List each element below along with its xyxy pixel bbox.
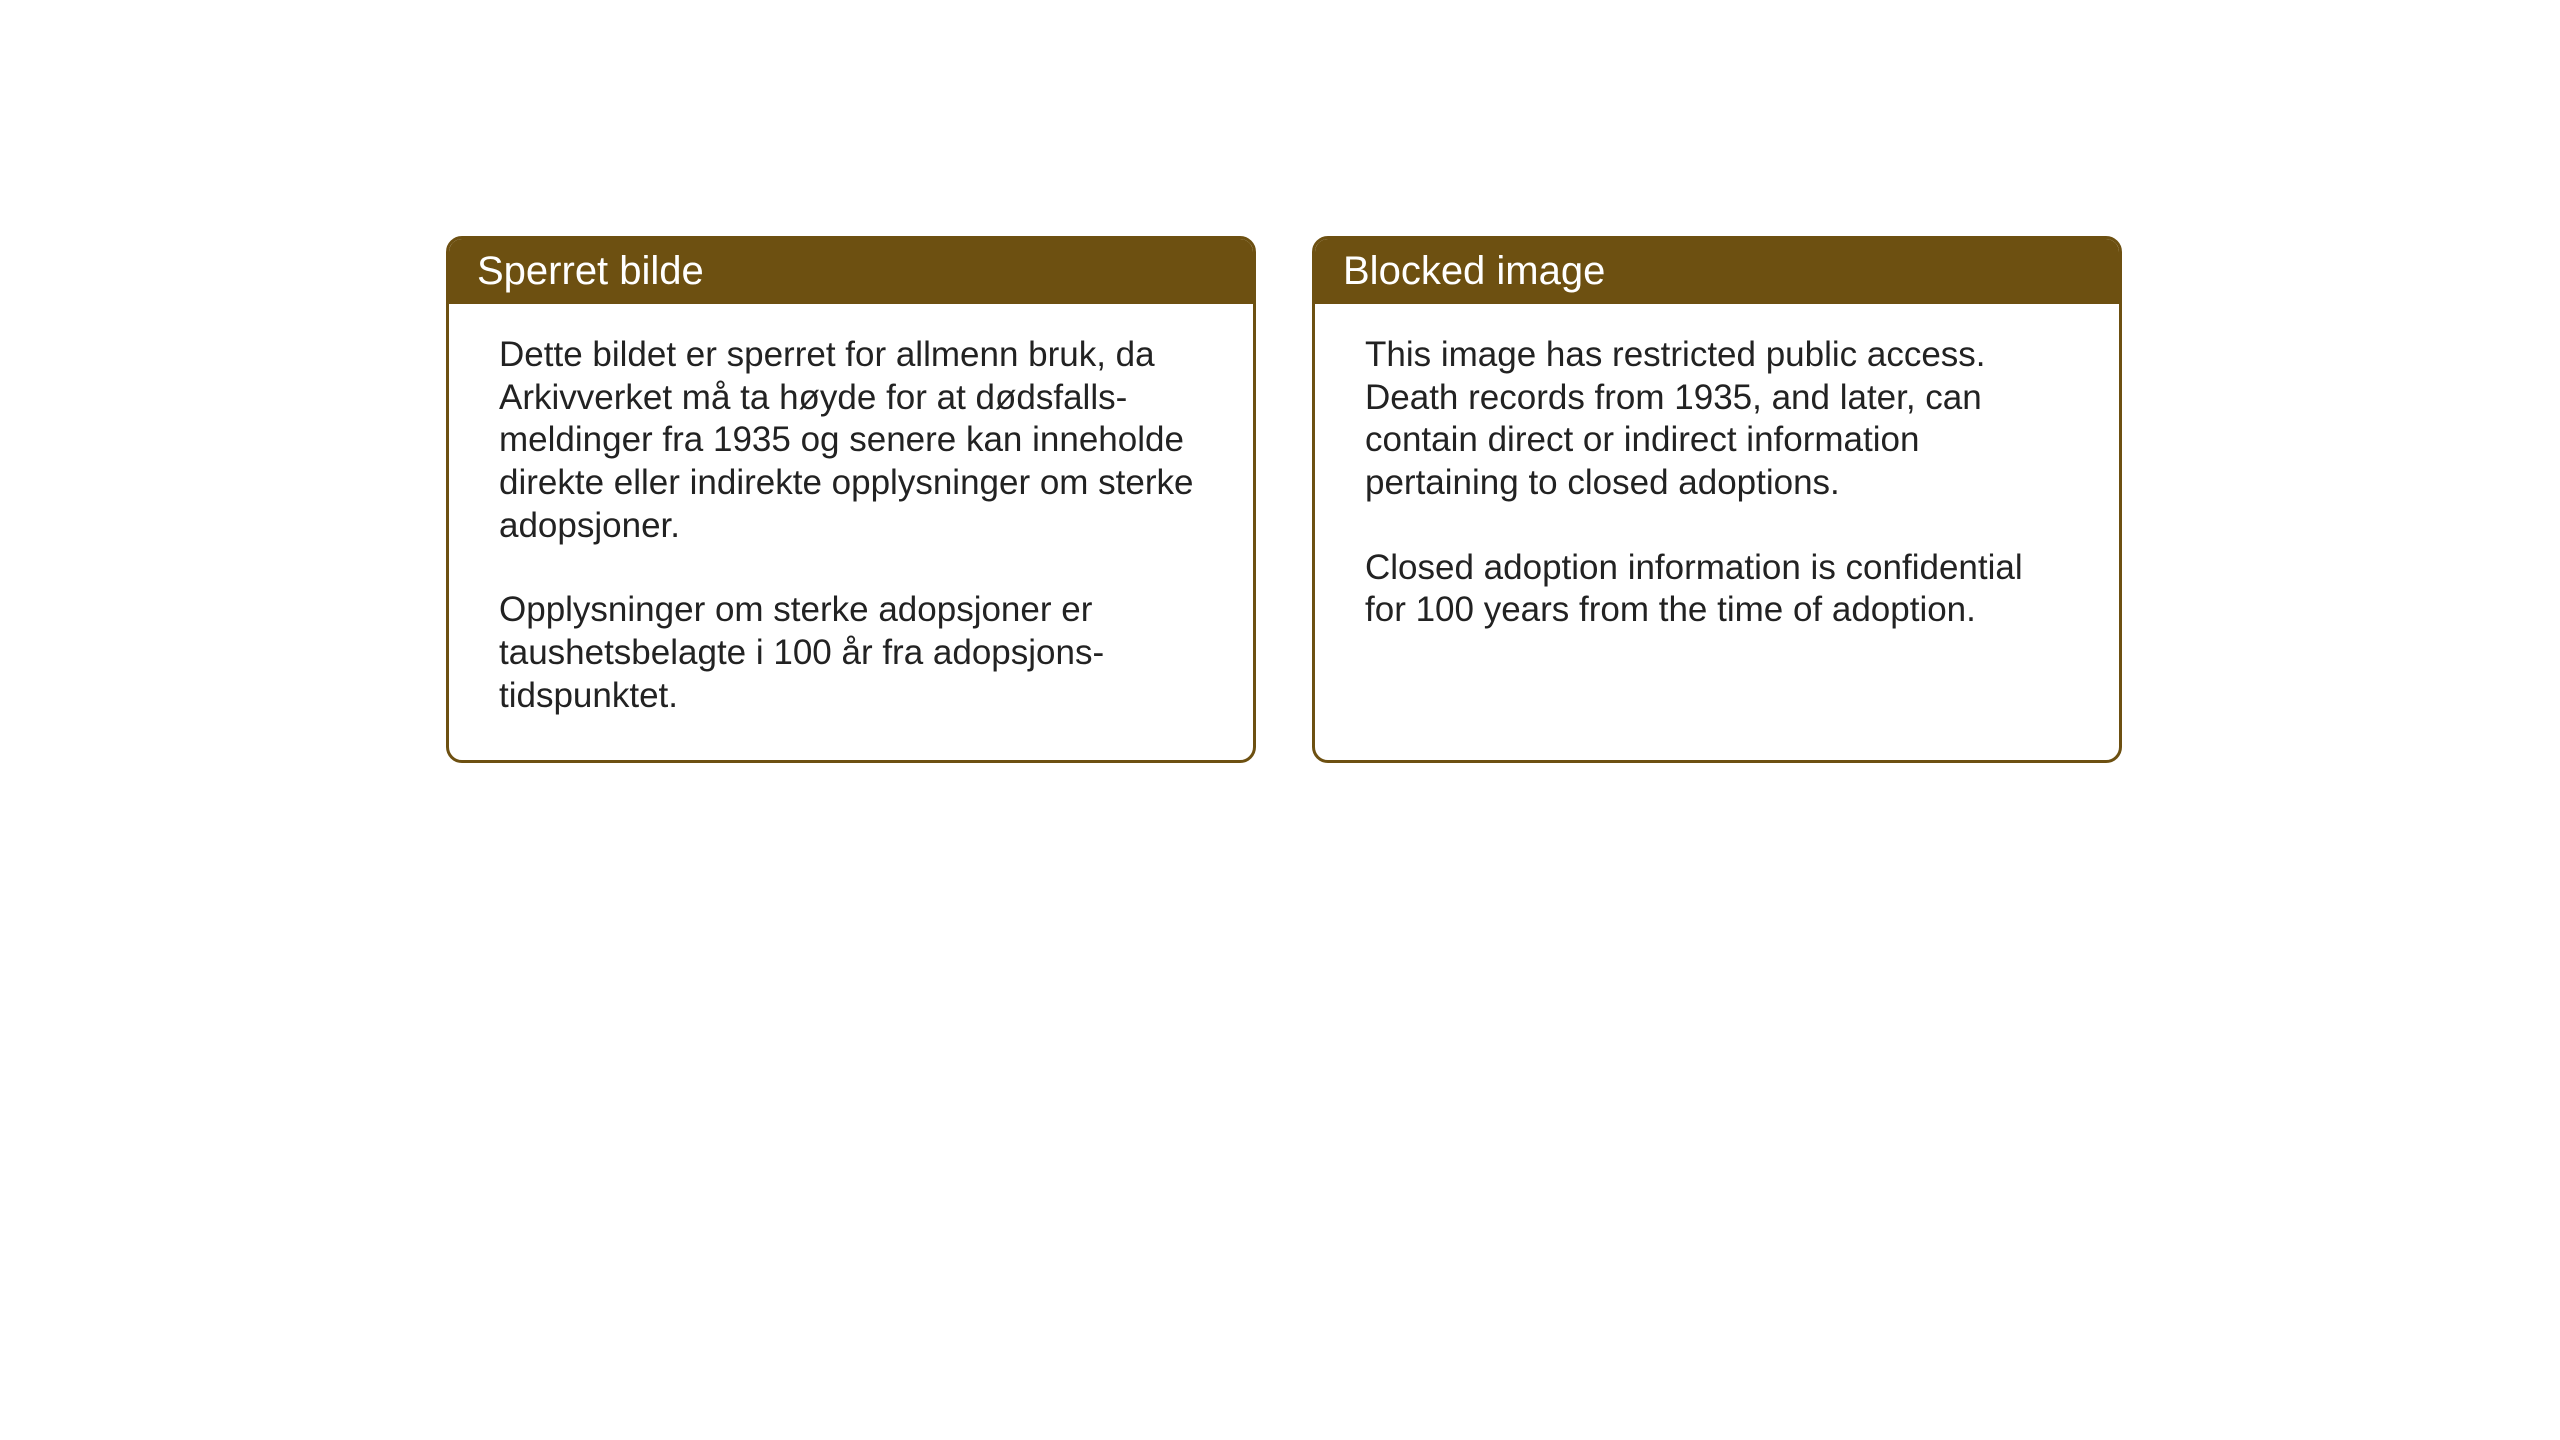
card-header-norwegian: Sperret bilde: [449, 239, 1253, 304]
card-header-english: Blocked image: [1315, 239, 2119, 304]
card-body-english: This image has restricted public access.…: [1315, 304, 2119, 744]
notice-paragraph: This image has restricted public access.…: [1365, 334, 2069, 505]
notice-paragraph: Opplysninger om sterke adopsjoner er tau…: [499, 589, 1203, 717]
notice-paragraph: Dette bildet er sperret for allmenn bruk…: [499, 334, 1203, 547]
notice-container: Sperret bilde Dette bildet er sperret fo…: [446, 236, 2122, 763]
notice-paragraph: Closed adoption information is confident…: [1365, 547, 2069, 632]
notice-card-english: Blocked image This image has restricted …: [1312, 236, 2122, 763]
card-body-norwegian: Dette bildet er sperret for allmenn bruk…: [449, 304, 1253, 760]
notice-card-norwegian: Sperret bilde Dette bildet er sperret fo…: [446, 236, 1256, 763]
